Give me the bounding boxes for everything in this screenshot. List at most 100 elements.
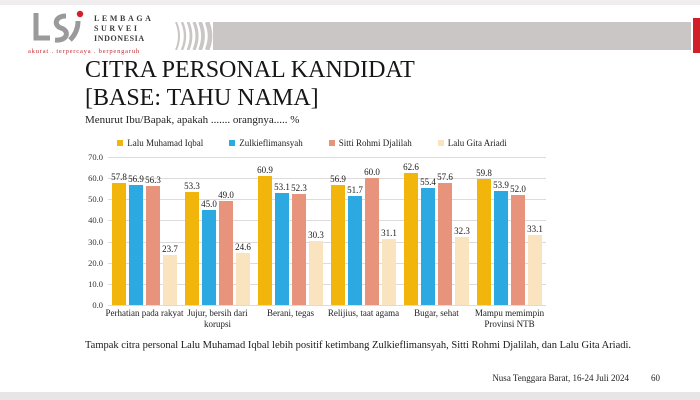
bar-value-label: 60.9 [257, 165, 273, 176]
legend-label: Zulkieflimansyah [239, 138, 303, 148]
conclusion-note: Tampak citra personal Lalu Muhamad Iqbal… [85, 340, 632, 351]
bar-chart: Lalu Muhamad Iqbal Zulkieflimansyah Sitti … [78, 136, 546, 329]
bar-value-label: 53.3 [184, 181, 200, 192]
bar-value-label: 59.8 [476, 167, 492, 178]
category-label: Bugar, sehat [414, 308, 459, 318]
band-red-accent [693, 18, 700, 53]
bar: 62.6 [403, 162, 419, 305]
gridline [108, 199, 546, 201]
bar-value-label: 53.1 [274, 181, 290, 192]
bar: 53.1 [274, 182, 290, 305]
bar: 51.7 [347, 185, 363, 305]
bar-value-label: 55.4 [420, 176, 436, 187]
bar: 32.3 [454, 226, 470, 305]
bar: 55.4 [420, 177, 436, 305]
bottom-edge-strip [0, 392, 700, 400]
gridline [108, 178, 546, 180]
slide-title-line-2: [BASE: TAHU NAMA] [85, 85, 319, 112]
bar-value-label: 49.0 [218, 190, 234, 201]
gridline [108, 262, 546, 264]
y-tick-label: 50.0 [88, 194, 103, 205]
bar: 57.8 [111, 172, 127, 305]
gridline [108, 220, 546, 222]
category-label: Mampu memimpin Provinsi NTB [474, 308, 545, 329]
bar: 57.6 [437, 172, 453, 305]
legend-label: Sitti Rohmi Djalilah [338, 138, 412, 148]
y-tick-label: 60.0 [88, 173, 103, 184]
lsi-logo: LEMBAGA SURVEI INDONESIA akurat . terper… [28, 10, 178, 55]
legend-item: Lalu Gita Ariadi [437, 138, 507, 148]
logo-wordmark: LEMBAGA SURVEI INDONESIA [94, 14, 154, 44]
legend-item: Sitti Rohmi Djalilah [328, 138, 412, 148]
bar-group: 53.3 45.0 49.0 24.6 [181, 157, 254, 305]
bar-value-label: 56.3 [145, 174, 161, 185]
bar: 56.9 [330, 174, 346, 305]
y-tick-label: 30.0 [88, 236, 103, 247]
bar-group: 57.8 56.9 56.3 23.7 [108, 157, 181, 305]
bar: 24.6 [235, 242, 251, 305]
category-label: Perhatian pada rakyat [105, 308, 184, 318]
y-axis: 70.0 60.0 50.0 40.0 30.0 20.0 10.0 0.0 [78, 152, 108, 310]
bar-value-label: 57.6 [437, 172, 453, 183]
logo-line-2: SURVEI [94, 24, 140, 33]
bar-value-label: 60.0 [364, 167, 380, 178]
band-solid [220, 22, 691, 50]
bar-group: 60.9 53.1 52.3 30.3 [254, 157, 327, 305]
bar: 60.0 [364, 167, 380, 305]
bar-value-label: 23.7 [162, 243, 178, 254]
lsi-logo-icon [33, 10, 84, 43]
bar: 52.0 [510, 184, 526, 305]
plot-area: 57.8 56.9 56.3 23.7 53.3 45.0 49.0 24.6 60.9 53.1… [108, 157, 546, 306]
gridline [108, 241, 546, 243]
top-edge-strip [0, 0, 700, 5]
bar: 53.9 [493, 180, 509, 305]
bar: 23.7 [162, 244, 178, 305]
bar-value-label: 52.0 [510, 184, 526, 195]
question-subtitle: Menurut Ibu/Bapak, apakah ....... orangn… [85, 114, 300, 126]
gridline [108, 305, 546, 306]
slide-title: CITRA PERSONAL KANDIDAT [BASE: TAHU NAMA… [85, 56, 415, 112]
y-tick-label: 0.0 [92, 300, 103, 310]
logo-line-1: LEMBAGA [94, 14, 154, 23]
bar: 31.1 [381, 228, 397, 305]
legend-swatch [229, 140, 236, 146]
chart-body: 70.0 60.0 50.0 40.0 30.0 20.0 10.0 0.0 57.8 56.9… [78, 152, 546, 310]
bar: 52.3 [291, 183, 307, 305]
bar-value-label: 33.1 [527, 224, 543, 235]
bar: 49.0 [218, 190, 234, 305]
y-tick-label: 20.0 [88, 257, 103, 268]
legend-swatch [437, 140, 444, 146]
bar-value-label: 52.3 [291, 183, 307, 194]
y-tick-label: 10.0 [88, 278, 103, 289]
band-arcs-icon [175, 22, 220, 50]
slide-footer: Nusa Tenggara Barat, 16-24 Juli 2024 60 [492, 373, 660, 383]
legend-item: Zulkieflimansyah [229, 138, 303, 148]
bar-group: 62.6 55.4 57.6 32.3 [400, 157, 473, 305]
footer-location-date: Nusa Tenggara Barat, 16-24 Juli 2024 [492, 373, 629, 383]
legend-label: Lalu Gita Ariadi [447, 138, 507, 148]
gridline [108, 157, 546, 158]
bar-value-label: 56.9 [128, 173, 144, 184]
bar-value-label: 62.6 [403, 161, 419, 172]
header-decoration-band [172, 22, 691, 50]
bar-value-label: 45.0 [201, 198, 217, 209]
bar-group: 59.8 53.9 52.0 33.1 [473, 157, 546, 305]
bar-groups: 57.8 56.9 56.3 23.7 53.3 45.0 49.0 24.6 60.9 53.1… [108, 157, 546, 305]
category-label: Jujur, bersih dari korupsi [187, 308, 248, 329]
gridline [108, 283, 546, 285]
bar-value-label: 32.3 [454, 225, 470, 236]
bar-value-label: 57.8 [111, 171, 127, 182]
legend-label: Lalu Muhamad Iqbal [127, 138, 204, 148]
bar-value-label: 56.9 [330, 173, 346, 184]
bar-group: 56.9 51.7 60.0 31.1 [327, 157, 400, 305]
slide-title-line-1: CITRA PERSONAL KANDIDAT [85, 57, 415, 83]
logo-line-3: INDONESIA [94, 34, 145, 43]
bar: 56.3 [145, 175, 161, 305]
y-tick-label: 40.0 [88, 215, 103, 226]
bar: 53.3 [184, 181, 200, 305]
logo-tagline: akurat . terpercaya . berpengaruh [28, 48, 140, 55]
bar: 33.1 [527, 224, 543, 305]
category-labels: Perhatian pada rakyat Jujur, bersih dari … [106, 308, 546, 329]
bar-value-label: 30.3 [308, 229, 324, 240]
legend: Lalu Muhamad Iqbal Zulkieflimansyah Sitti … [78, 136, 546, 150]
